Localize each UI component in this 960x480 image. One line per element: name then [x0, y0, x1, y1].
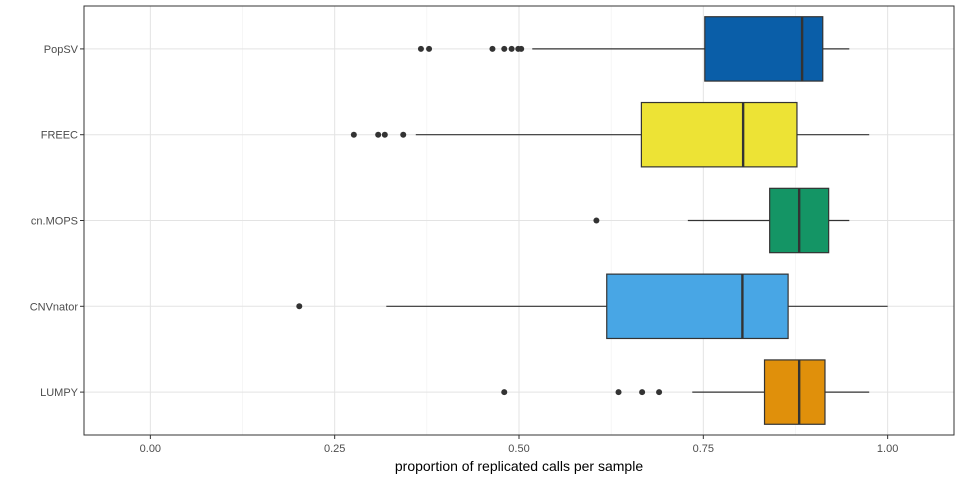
box-group-lumpy	[501, 359, 870, 425]
outlier-point	[639, 389, 646, 396]
outlier-point	[518, 45, 525, 52]
outlier-point	[501, 389, 508, 396]
outlier-point	[426, 45, 433, 52]
x-axis-title: proportion of replicated calls per sampl…	[395, 458, 643, 474]
outlier-point	[508, 45, 515, 52]
box-group-cnvnator	[296, 273, 888, 340]
box-group-freec	[350, 101, 870, 168]
x-tick-label: 0.75	[693, 443, 714, 455]
outlier-point	[489, 45, 496, 52]
y-tick-label: FREEC	[41, 130, 78, 142]
x-tick-label: 1.00	[877, 443, 898, 455]
outlier-point	[501, 45, 508, 52]
outlier-point	[350, 131, 357, 138]
outlier-point	[656, 389, 663, 396]
y-tick-label: PopSV	[44, 44, 79, 56]
boxes-layer	[296, 16, 888, 425]
x-axis: 0.00 0.25 0.50 0.75 1.00	[140, 435, 898, 455]
box-group-cn-mops	[593, 187, 850, 254]
outlier-point	[375, 131, 382, 138]
y-axis: PopSV FREEC cn.MOPS CNVnator LUMPY	[30, 44, 84, 399]
box-iqr	[763, 359, 826, 425]
outlier-point	[296, 303, 303, 310]
outlier-point	[593, 217, 600, 224]
box-iqr	[606, 273, 789, 340]
x-tick-label: 0.25	[324, 443, 345, 455]
x-tick-label: 0.50	[508, 443, 529, 455]
box-group-popsv	[417, 16, 850, 82]
box-iqr	[640, 101, 798, 168]
outlier-point	[615, 389, 622, 396]
outlier-point	[417, 45, 424, 52]
outlier-point	[381, 131, 388, 138]
y-tick-label: CNVnator	[30, 301, 79, 313]
y-tick-label: LUMPY	[40, 387, 79, 399]
box-iqr	[704, 16, 824, 82]
x-tick-label: 0.00	[140, 443, 161, 455]
y-tick-label: cn.MOPS	[31, 216, 78, 228]
outlier-point	[400, 131, 407, 138]
